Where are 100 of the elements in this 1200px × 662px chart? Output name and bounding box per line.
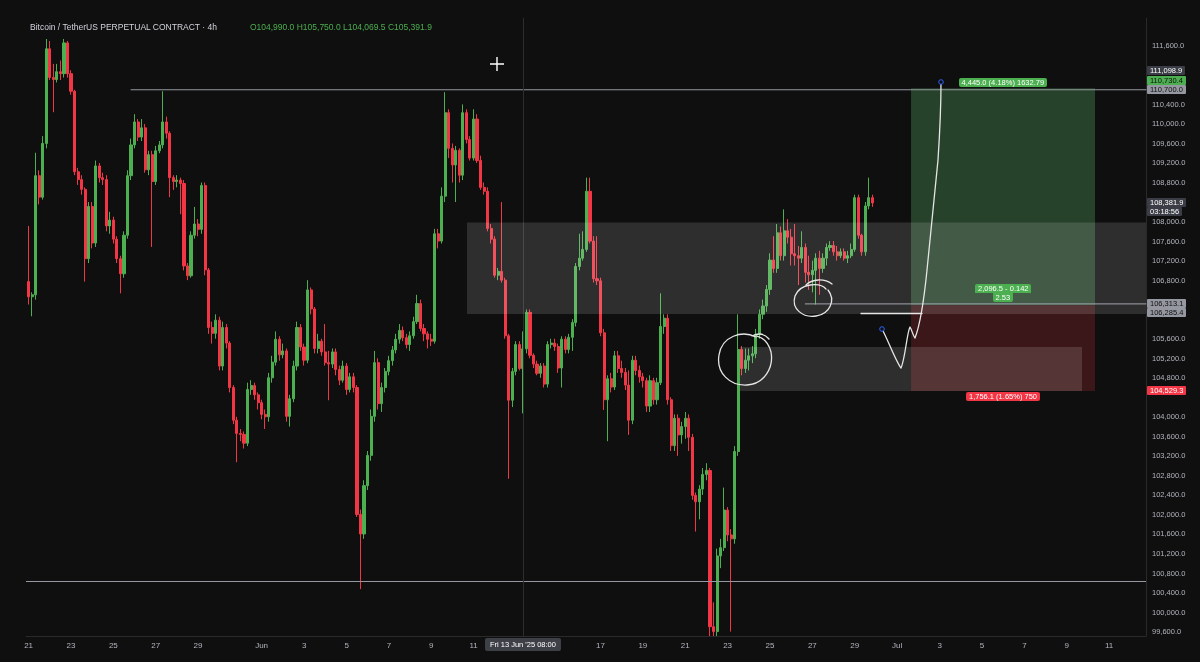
candlestick — [645, 377, 648, 413]
candlestick — [87, 201, 90, 264]
x-tick-label: 25 — [765, 641, 775, 651]
x-tick-label: 29 — [193, 641, 203, 651]
candlestick — [617, 350, 620, 374]
x-tick-label: 21 — [24, 641, 34, 651]
candlestick — [242, 430, 246, 450]
candlestick — [754, 328, 757, 359]
x-tick-label: 27 — [807, 641, 817, 651]
candlestick — [331, 347, 334, 369]
candlestick — [546, 340, 549, 389]
candlestick — [281, 343, 284, 359]
candlestick — [137, 118, 140, 142]
candlestick — [843, 247, 846, 262]
candlestick — [278, 335, 281, 362]
x-tick-label: 9 — [429, 641, 434, 651]
candlestick — [377, 357, 380, 410]
candlestick — [433, 228, 436, 345]
x-tick-label: 29 — [850, 641, 860, 651]
candlestick — [610, 372, 613, 393]
x-tick-label: 5 — [979, 641, 985, 651]
candlestick — [200, 182, 203, 235]
candlestick — [839, 247, 842, 259]
candlestick — [525, 308, 528, 354]
candlestick — [140, 118, 143, 142]
candlestick — [458, 147, 461, 184]
candlestick — [430, 333, 433, 347]
candlestick — [108, 211, 111, 235]
candlestick — [348, 372, 351, 393]
candlestick — [740, 345, 743, 376]
candlestick — [105, 174, 108, 232]
candlestick — [27, 225, 30, 306]
candlestick — [648, 374, 652, 413]
candlestick — [744, 347, 747, 374]
candlestick — [631, 355, 634, 425]
candlestick — [175, 174, 178, 188]
candlestick — [197, 218, 200, 237]
candlestick — [800, 230, 803, 264]
candlestick — [684, 411, 687, 440]
candlestick — [55, 63, 58, 83]
x-tick-label: 23 — [66, 641, 76, 651]
candlestick — [437, 228, 440, 249]
text: O104,990.0 H105,750.0 L104,069.5 C105,391.9 — [249, 22, 432, 32]
candlestick — [673, 413, 676, 452]
candlestick — [472, 108, 475, 162]
candlestick — [154, 145, 157, 186]
candlestick — [98, 162, 101, 184]
candlestick — [783, 208, 786, 262]
x-tick-label: 3 — [302, 641, 307, 651]
candlestick — [613, 350, 616, 391]
candlestick — [871, 194, 874, 208]
x-tick-label: 11 — [1104, 641, 1114, 651]
x-tick-label: 3 — [937, 641, 942, 651]
candlestick — [161, 90, 164, 149]
x-tick-label: Jun — [255, 641, 269, 651]
x-tick-label: 9 — [1064, 641, 1070, 651]
candlestick — [627, 369, 630, 436]
candlestick — [539, 362, 542, 379]
candlestick — [147, 150, 150, 176]
candlestick — [38, 169, 41, 205]
x-tick-label: 19 — [638, 641, 648, 651]
candlestick — [652, 377, 655, 406]
candlestick — [836, 245, 839, 262]
candlestick — [214, 313, 217, 340]
candlestick — [543, 362, 546, 389]
candlestick — [772, 235, 775, 274]
candlestick — [317, 333, 320, 354]
x-tick-label: 21 — [680, 641, 690, 651]
x-tick-label: 11 — [469, 641, 478, 651]
candlestick — [91, 201, 94, 249]
text: Bitcoin / TetherUS PERPETUAL CONTRACT · 4h — [30, 22, 217, 32]
x-tick-label: 7 — [386, 641, 392, 651]
x-tick-label: Jul — [892, 641, 903, 651]
candlestick — [677, 413, 680, 457]
candlestick — [708, 467, 712, 637]
x-tick-label: 27 — [151, 641, 161, 651]
candlestick — [747, 347, 750, 371]
candlestick — [776, 223, 779, 274]
candlestick — [306, 279, 309, 364]
candlestick — [246, 382, 249, 447]
candlestick — [557, 343, 560, 374]
candlestick — [564, 335, 567, 354]
x-tick-label: 25 — [108, 641, 118, 651]
x-tick-label: 23 — [723, 641, 733, 651]
candlestick — [62, 38, 66, 79]
candlestick — [497, 267, 500, 281]
candlestick — [832, 240, 835, 257]
candlestick — [144, 123, 147, 174]
candlestick — [454, 145, 457, 203]
candlestick — [518, 340, 521, 371]
x-tick-label: 17 — [596, 641, 605, 651]
candlestick — [341, 360, 344, 384]
candlestick — [221, 321, 224, 371]
candlestick — [818, 250, 821, 296]
candlestick — [560, 335, 563, 389]
candlestick — [345, 362, 348, 396]
candlestick — [218, 316, 221, 371]
x-tick-label: 7 — [1022, 641, 1027, 651]
candlestick — [59, 59, 62, 81]
candlestick — [814, 252, 817, 306]
